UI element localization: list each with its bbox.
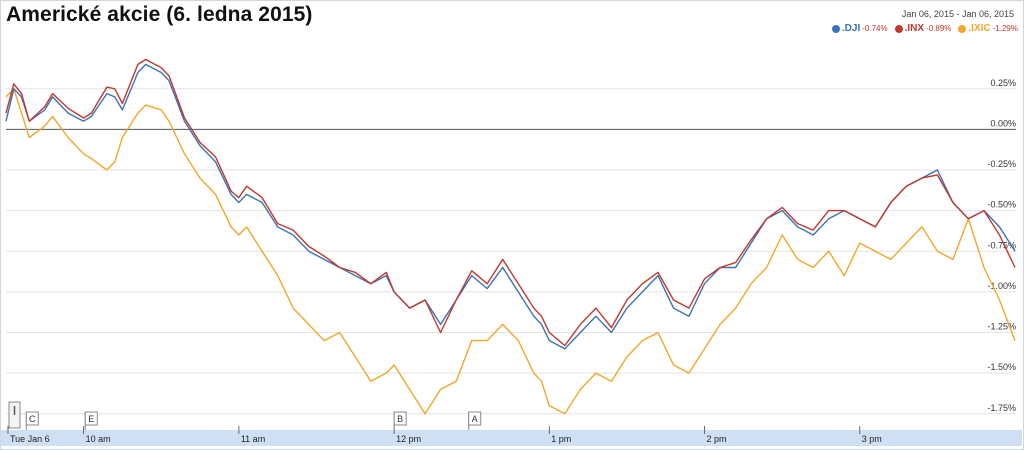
marker-flag <box>84 411 98 426</box>
gridlines <box>6 88 1016 415</box>
legend-change-dji: -0.74% <box>862 24 888 33</box>
x-tick-label: 12 pm <box>396 434 421 444</box>
marker-flag <box>25 411 39 426</box>
legend-name-inx: .INX <box>904 23 925 34</box>
y-tick-label: -0.75% <box>987 240 1016 250</box>
series-lines <box>5 58 1016 415</box>
marker-label: C <box>29 414 36 424</box>
x-tick-label: 10 am <box>86 434 111 444</box>
legend-name-dji: .DJI <box>841 23 861 34</box>
y-tick-label: -1.50% <box>987 362 1016 372</box>
legend-item-dji[interactable]: .DJI -0.74% <box>831 23 888 34</box>
legend-item-inx[interactable]: .INX -0.89% <box>894 23 952 34</box>
legend-item-ixic[interactable]: .IXIC -1.29% <box>958 23 1018 34</box>
legend: .DJI -0.74% .INX -0.89% .IXIC -1.29% <box>831 23 1018 34</box>
y-tick-label: -1.75% <box>987 403 1016 413</box>
x-tick-label: 3 pm <box>862 434 882 444</box>
x-tick-label: 11 am <box>241 434 265 444</box>
legend-name-ixic: .IXIC <box>968 23 991 34</box>
series-line-ixic <box>5 88 1016 415</box>
legend-dot-ixic <box>958 24 967 33</box>
y-tick-label: -0.25% <box>987 159 1016 169</box>
legend-change-ixic: -1.29% <box>992 24 1018 33</box>
legend-dot-dji <box>831 24 840 33</box>
marker-label: E <box>88 414 94 424</box>
y-axis: 0.25% 0.00% -0.25% -0.50% -0.75% -1.00% -1.25%… <box>987 78 1016 413</box>
marker-flag <box>393 411 407 426</box>
series-line-inx <box>5 58 1016 347</box>
x-tick-label: 1 pm <box>551 434 571 444</box>
marker-label: B <box>397 414 403 424</box>
legend-dot-inx <box>894 24 903 33</box>
y-tick-label: 0.00% <box>990 118 1016 128</box>
x-axis: Tue Jan 6 10 am 11 am 12 pm 1 pm 2 pm 3 pm <box>1 426 1022 446</box>
x-tick-label: 2 pm <box>707 434 727 444</box>
legend-change-inx: -0.89% <box>926 24 952 33</box>
date-range: Jan 06, 2015 - Jan 06, 2015 <box>901 9 1014 19</box>
y-tick-label: -1.00% <box>987 281 1016 291</box>
chart-title: Americké akcie (6. ledna 2015) <box>6 3 313 26</box>
x-tick-label: Tue Jan 6 <box>10 434 50 444</box>
y-tick-label: -0.50% <box>987 200 1016 210</box>
x-axis-bar <box>1 430 1022 446</box>
marker-flag <box>468 411 482 426</box>
series-line-dji <box>5 63 1016 350</box>
y-tick-label: -1.25% <box>987 322 1016 332</box>
marker-label: A <box>472 414 478 424</box>
y-tick-label: 0.25% <box>990 78 1016 88</box>
